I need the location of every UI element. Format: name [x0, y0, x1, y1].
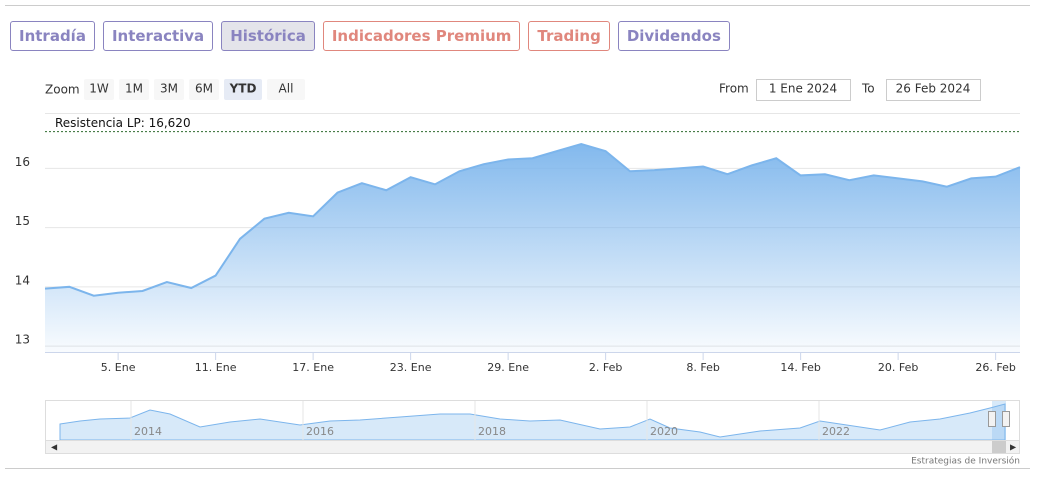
to-input[interactable] [886, 79, 981, 101]
scrollbar-thumb[interactable] [992, 441, 1006, 453]
zoom-button[interactable] [189, 79, 219, 100]
scroll-right[interactable]: ▶ [1010, 443, 1017, 452]
zoom-label: Zoom [45, 83, 80, 97]
zoom-button-label: 1M [125, 82, 143, 96]
zoom-button[interactable] [119, 79, 149, 100]
zoom-button[interactable] [154, 79, 184, 100]
navigator-handle[interactable] [1002, 411, 1010, 427]
zoom-button-label: All [279, 82, 294, 96]
x-tick-label: 14. Feb [780, 361, 820, 374]
zoom-button[interactable] [224, 79, 262, 100]
zoom-button-label: YTD [229, 82, 257, 96]
tab[interactable]: Histórica [221, 21, 315, 51]
x-tick-label: 29. Ene [487, 361, 529, 374]
tab-bar: Intradía Interactiva Histórica Indicadores … [10, 21, 730, 51]
navigator-handle[interactable] [988, 411, 996, 427]
navigator-label: 2018 [478, 425, 506, 438]
area-fill [45, 144, 1020, 352]
navigator-label: 2020 [650, 425, 678, 438]
navigator-label: 2022 [822, 425, 850, 438]
x-tick-label: 2. Feb [589, 361, 622, 374]
x-tick-label: 23. Ene [390, 361, 432, 374]
from-value: 1 Ene 2024 [769, 82, 837, 96]
from-label: From [719, 82, 749, 96]
zoom-button-label: 1W [89, 82, 109, 96]
scrollbar[interactable] [45, 440, 1020, 454]
to-value: 26 Feb 2024 [896, 82, 971, 96]
to-label: To [861, 82, 875, 96]
x-tick-label: 11. Ene [195, 361, 237, 374]
zoom-button-label: 3M [160, 82, 178, 96]
from-input[interactable] [756, 79, 851, 101]
scroll-left[interactable]: ◀ [51, 443, 58, 452]
x-tick-label: 17. Ene [292, 361, 334, 374]
tab[interactable]: Intradía [10, 21, 95, 51]
x-tick-label: 8. Feb [686, 361, 719, 374]
navigator-selection[interactable] [992, 401, 1006, 440]
tab[interactable]: Trading [528, 21, 610, 51]
tab[interactable]: Dividendos [617, 21, 730, 51]
x-tick-label: 20. Feb [878, 361, 918, 374]
x-tick-label: 5. Ene [101, 361, 136, 374]
line [44, 142, 1021, 297]
zoom-button[interactable] [84, 79, 114, 100]
y-tick-label: 13 [15, 333, 30, 347]
navigator-series [59, 403, 1006, 441]
y-tick-label: 15 [15, 214, 30, 228]
navigator-label: 2014 [134, 425, 162, 438]
tab[interactable]: Indicadores Premium [322, 21, 521, 51]
x-tick-label: 26. Feb [975, 361, 1015, 374]
resistance-label: Resistencia LP: 16,620 [55, 116, 191, 130]
navigator-label: 2016 [306, 425, 334, 438]
credits: Estrategias de Inversión [911, 456, 1020, 467]
zoom-button[interactable] [267, 79, 305, 100]
y-tick-label: 16 [15, 155, 30, 169]
tab[interactable]: Interactiva [102, 21, 214, 51]
zoom-button-label: 6M [195, 82, 213, 96]
y-tick-label: 14 [15, 273, 30, 287]
